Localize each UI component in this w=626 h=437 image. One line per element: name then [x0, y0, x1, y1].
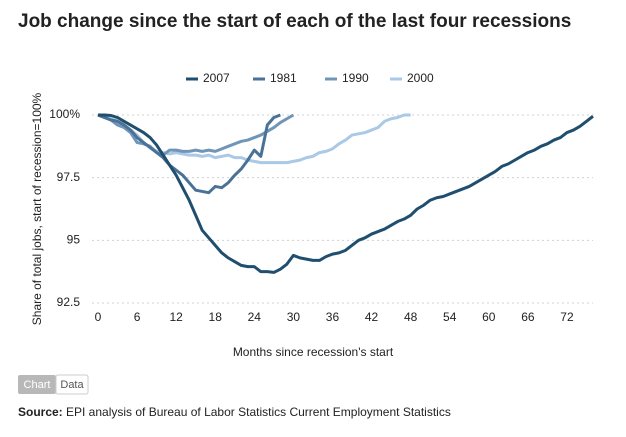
data-tab-label[interactable]: Data — [60, 379, 84, 391]
chart-title: Job change since the start of each of th… — [18, 11, 571, 32]
y-tick-label: 92.5 — [57, 295, 81, 309]
source-text: EPI analysis of Bureau of Labor Statisti… — [66, 405, 451, 419]
y-tick-label: 97.5 — [57, 170, 81, 184]
legend-label: 2000 — [407, 71, 434, 85]
x-tick-label: 60 — [482, 310, 496, 324]
data-tab[interactable] — [55, 374, 89, 395]
x-tick-label: 18 — [209, 310, 223, 324]
x-tick-label: 48 — [404, 310, 418, 324]
y-axis-label: Share of total jobs, start of recession=… — [30, 92, 44, 325]
x-axis-label: Months since recession's start — [233, 345, 394, 359]
chart-tab-label[interactable]: Chart — [24, 379, 51, 391]
x-tick-label: 42 — [365, 310, 379, 324]
series-line — [98, 113, 594, 274]
x-tick-label: 66 — [521, 310, 535, 324]
legend-label: 2007 — [203, 71, 230, 85]
series-line — [97, 113, 281, 195]
x-tick-label: 30 — [287, 310, 301, 324]
x-tick-label: 12 — [169, 310, 183, 324]
x-tick-label: 72 — [560, 310, 574, 324]
x-tick-label: 0 — [95, 310, 102, 324]
x-tick-label: 6 — [134, 310, 141, 324]
legend-label: 1981 — [270, 71, 297, 85]
y-tick-label: 100% — [49, 107, 80, 121]
x-tick-label: 54 — [443, 310, 457, 324]
source-label: Source: — [18, 405, 63, 419]
chart-tab[interactable] — [18, 375, 56, 394]
series-line — [97, 113, 295, 157]
y-tick-label: 95 — [67, 233, 81, 247]
legend-label: 1990 — [342, 71, 369, 85]
x-tick-label: 24 — [248, 310, 262, 324]
x-tick-label: 36 — [326, 310, 340, 324]
